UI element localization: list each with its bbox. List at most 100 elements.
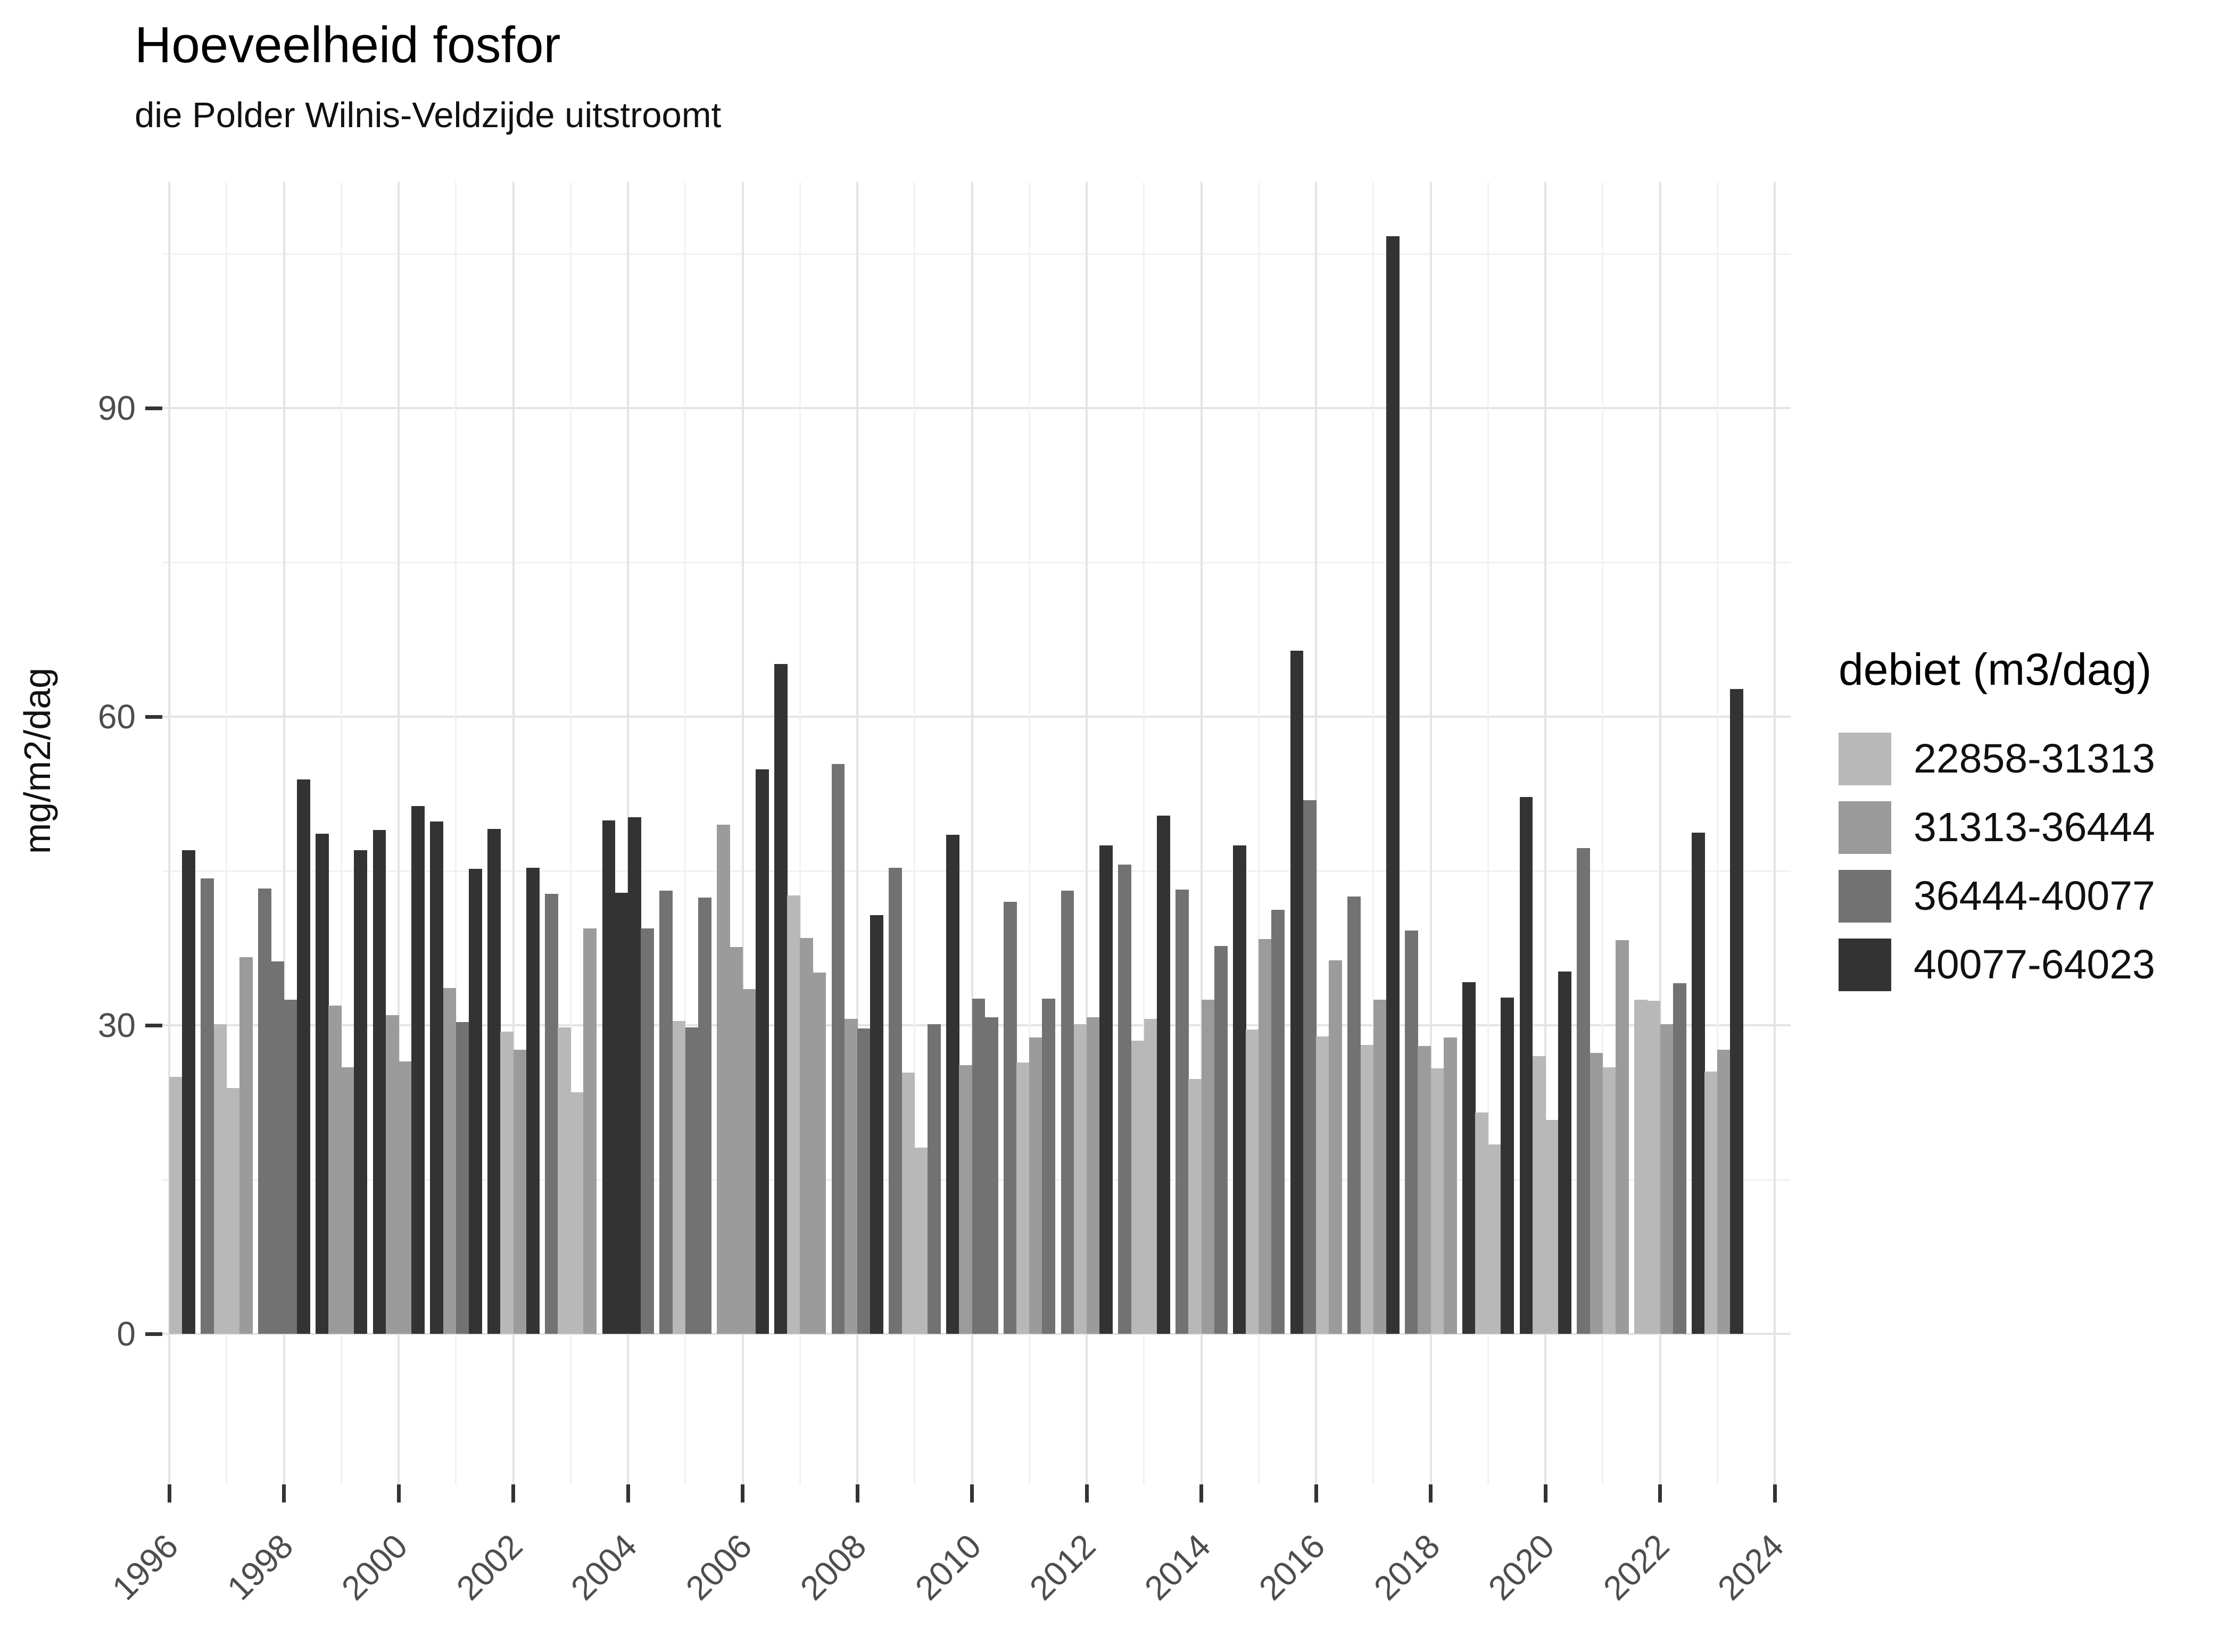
x-tick-label: 2008 [792,1526,874,1608]
x-tick-label: 2010 [907,1526,988,1608]
bar-2001-q2 [443,988,457,1334]
bar-2009-q2 [901,1072,915,1334]
y-tick-label: 60 [97,698,136,736]
x-gridline-major [1200,182,1203,1484]
plot-panel: 0 30 60 90 1996 1998 2000 2002 2004 2006 2008 2010 2… [97,182,1791,1607]
x-gridline-major [398,182,400,1484]
bar-2011-q1 [1003,902,1017,1334]
bar-2023-q4 [1730,688,1744,1334]
x-tick-label: 1996 [104,1526,186,1608]
bar-2013-q4 [1156,815,1170,1334]
x-gridline-minor [455,182,457,1484]
x-gridline-minor [1372,182,1375,1484]
y-gridline-minor [162,561,1791,563]
bar-2011-q2 [1016,1062,1030,1334]
x-tick-label: 2018 [1366,1526,1447,1608]
bar-2009-q4 [927,1024,941,1334]
bar-2000-q4 [411,806,425,1334]
x-gridline-major [741,182,744,1484]
bar-2021-q1 [1577,848,1591,1334]
x-gridline-minor [226,182,228,1484]
x-tick-label: 2002 [449,1526,529,1608]
y-gridline-minor [162,253,1791,255]
x-gridline-major [1544,182,1546,1484]
legend-label: 36444-40077 [1914,873,2155,919]
bar-2015-q4 [1271,910,1285,1334]
bar-1999-q1 [315,834,329,1334]
bar-1996-q3 [169,1076,183,1334]
bar-2016-q1 [1290,651,1304,1334]
bar-2003-q3 [570,1092,584,1334]
x-gridline-major [1774,182,1776,1484]
bar-2004-q4 [641,928,655,1334]
bar-2000-q3 [399,1061,412,1334]
bar-2006-q4 [755,769,769,1334]
x-tick-label: 2022 [1595,1526,1676,1608]
bar-2013-q2 [1131,1041,1145,1334]
bar-1997-q3 [226,1088,240,1334]
bar-2008-q3 [857,1028,871,1334]
legend-item-0: 22858-31313 [1839,725,2155,793]
bar-2004-q3 [628,817,641,1334]
bar-2023-q2 [1704,1072,1718,1334]
x-axis-tick [970,1484,974,1502]
bar-2002-q4 [526,868,540,1334]
x-gridline-minor [1028,182,1030,1484]
legend-swatch-icon [1839,801,1891,854]
bar-2001-q1 [430,821,444,1334]
bar-2013-q3 [1144,1019,1157,1334]
bar-2004-q2 [615,892,628,1334]
x-axis-tick [741,1484,744,1502]
x-gridline-minor [340,182,342,1484]
legend: debiet (m3/dag) 22858-31313 31313-36444 36… [1839,644,2155,999]
legend-title: debiet (m3/dag) [1839,644,2152,694]
bar-2012-q2 [1073,1024,1087,1334]
legend-label: 31313-36444 [1914,804,2155,850]
bar-2017-q1 [1347,896,1361,1334]
x-tick-label: 1998 [219,1526,300,1608]
y-axis-title: mg/m2/dag [16,667,58,854]
bar-2022-q4 [1673,983,1686,1334]
x-gridline-minor [684,182,686,1484]
bar-2011-q4 [1042,998,1056,1334]
bar-2021-q4 [1615,940,1629,1334]
legend-label: 40077-64023 [1914,942,2155,987]
bar-2006-q2 [730,947,743,1334]
bar-2012-q1 [1061,890,1074,1334]
x-axis-tick [1429,1484,1433,1502]
y-gridline-major [162,1333,1791,1335]
x-axis-tick [626,1484,630,1502]
bar-2006-q1 [717,825,730,1334]
legend-swatch-icon [1839,939,1891,991]
bar-2008-q1 [831,763,845,1334]
x-gridline-minor [1602,182,1604,1484]
bar-2019-q2 [1475,1113,1488,1334]
bar-2010-q4 [984,1017,998,1334]
x-gridline-major [283,182,285,1484]
bar-2015-q1 [1232,845,1246,1334]
bar-2019-q1 [1462,982,1476,1334]
chart-subtitle: die Polder Wilnis-Veldzijde uitstroomt [135,95,722,135]
bar-2015-q2 [1246,1029,1259,1334]
bar-1997-q1 [201,878,214,1334]
legend-swatch-icon [1839,870,1891,923]
x-tick-label: 2006 [678,1526,759,1608]
x-axis-tick [511,1484,515,1502]
x-gridline-major [856,182,858,1484]
x-tick-label: 2012 [1022,1526,1103,1608]
bar-2009-q1 [889,868,903,1334]
legend-item-2: 36444-40077 [1839,862,2155,931]
bar-2019-q3 [1488,1144,1502,1334]
chart-title: Hoeveelheid fosfor [135,16,561,73]
bar-2014-q3 [1201,999,1215,1334]
y-axis-tick [145,406,162,410]
legend-swatch-icon [1839,733,1891,785]
bar-2021-q3 [1602,1067,1616,1334]
x-tick-label: 2024 [1710,1526,1791,1608]
y-tick-label: 90 [97,389,136,428]
phosphorus-bar-chart-figure: { "title": "Hoeveelheid fosfor", "subtit… [16,16,2155,1608]
y-gridline-major [162,716,1791,718]
bar-2023-q3 [1717,1050,1731,1334]
legend-label: 22858-31313 [1914,736,2155,782]
bar-2005-q3 [685,1027,699,1334]
